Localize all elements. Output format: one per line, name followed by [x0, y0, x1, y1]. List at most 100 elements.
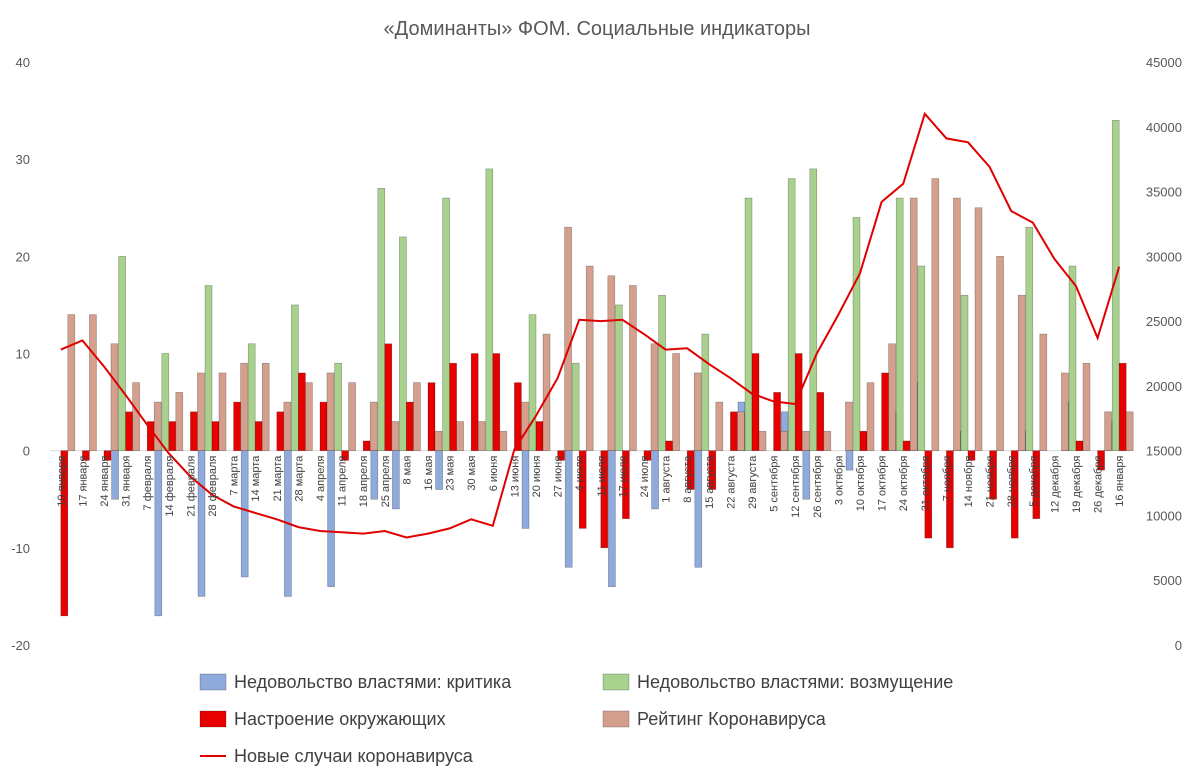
- bar-3-1: [60, 450, 69, 617]
- category-label: 26 сентября: [812, 456, 824, 518]
- category-label: 14 ноября: [963, 456, 975, 508]
- category-label: 28 ноября: [1006, 456, 1018, 508]
- bar-2-16: [377, 188, 386, 451]
- bar-3-40: [902, 440, 911, 451]
- bar-1-8: [197, 450, 206, 597]
- category-label: 7 ноября: [941, 456, 953, 502]
- legend-swatch: [199, 710, 227, 728]
- category-label: 17 октября: [877, 456, 889, 512]
- bar-3-15: [362, 440, 371, 451]
- category-label: 8 августа: [682, 455, 694, 503]
- bar-2-50: [1111, 120, 1120, 451]
- bar-3-26: [600, 450, 609, 549]
- bar-2-23: [528, 314, 537, 451]
- bar-4-50: [1125, 411, 1134, 451]
- category-label: 21 марта: [272, 455, 284, 502]
- bar-2-8: [204, 285, 213, 451]
- bar-4-31: [715, 401, 724, 451]
- line-series-cases: [60, 111, 1121, 539]
- category-label: 10 октября: [855, 456, 867, 512]
- bar-3-9: [233, 401, 241, 451]
- category-label: 28 февраля: [207, 456, 219, 517]
- bar-1-17: [392, 450, 400, 510]
- bar-4-22: [521, 401, 529, 451]
- bar-2-46: [1025, 226, 1034, 451]
- bar-3-6: [168, 421, 177, 451]
- bar-4-44: [996, 256, 1004, 451]
- bar-3-49: [1097, 450, 1105, 471]
- left-axis-tick-label: 10: [16, 347, 30, 362]
- category-label: 4 апреля: [315, 456, 327, 502]
- bar-4-36: [823, 430, 832, 451]
- bar-4-29: [672, 353, 680, 451]
- left-axis-tick-label: 40: [16, 55, 30, 70]
- bar-1-14: [327, 450, 335, 587]
- bar-3-11: [276, 411, 285, 451]
- legend-label: Настроение окружающих: [234, 709, 446, 729]
- bar-4-24: [564, 226, 572, 451]
- bar-4-39: [888, 343, 896, 451]
- bar-4-3: [110, 343, 119, 451]
- bar-2-40: [895, 197, 904, 451]
- bar-4-17: [413, 382, 421, 451]
- bar-2-27: [615, 304, 623, 451]
- category-label: 31 января: [121, 456, 133, 507]
- bar-3-18: [427, 382, 436, 451]
- category-label: 31 октября: [920, 456, 932, 512]
- bar-2-38: [852, 217, 861, 451]
- bar-3-31: [708, 450, 717, 490]
- category-label: 14 февраля: [164, 456, 176, 517]
- bar-4-20: [477, 421, 486, 451]
- category-label: 24 июля: [639, 456, 651, 498]
- bar-3-24: [557, 450, 565, 461]
- bar-2-21: [485, 168, 494, 451]
- bar-3-50: [1118, 362, 1127, 451]
- chart-title: «Доминанты» ФОМ. Социальные индикаторы: [384, 18, 811, 40]
- bar-4-41: [931, 178, 940, 451]
- right-axis-tick-label: 0: [1175, 638, 1182, 653]
- category-label: 17 июля: [617, 456, 629, 498]
- category-label: 16 января: [1114, 456, 1126, 507]
- category-label: 28 марта: [293, 455, 305, 502]
- left-axis-tick-label: 0: [23, 444, 30, 459]
- category-label: 6 июня: [488, 456, 500, 492]
- category-label: 24 октября: [898, 456, 910, 512]
- bar-4-14: [348, 382, 356, 451]
- bar-3-20: [470, 353, 479, 451]
- bar-3-17: [406, 401, 414, 451]
- category-label: 5 сентября: [769, 456, 781, 512]
- bar-3-7: [190, 411, 198, 451]
- bar-2-29: [658, 294, 666, 451]
- bar-3-12: [298, 372, 306, 451]
- bar-2-19: [442, 197, 450, 451]
- legend-swatch: [602, 673, 630, 691]
- bar-3-30: [686, 450, 695, 490]
- bar-4-28: [650, 343, 659, 451]
- bar-2-31: [701, 333, 710, 451]
- bar-1-27: [608, 450, 616, 587]
- bar-4-47: [1061, 372, 1069, 451]
- bar-1-31: [694, 450, 703, 568]
- bar-3-38: [859, 430, 868, 451]
- bar-3-27: [622, 450, 630, 519]
- bar-4-13: [326, 372, 335, 451]
- bar-4-34: [780, 430, 788, 451]
- legend-swatch: [199, 673, 227, 691]
- bar-1-19: [435, 450, 443, 490]
- category-label: 27 июня: [553, 456, 565, 498]
- category-label: 11 апреля: [337, 456, 349, 507]
- bar-3-23: [535, 421, 544, 451]
- bar-4-40: [909, 197, 918, 451]
- bar-3-41: [924, 450, 933, 539]
- category-label: 12 декабря: [1049, 456, 1061, 513]
- bar-1-36: [802, 450, 811, 500]
- legend-label: Новые случаи коронавируса: [234, 746, 474, 766]
- left-axis-tick-label: -10: [11, 541, 30, 556]
- bar-3-14: [341, 450, 349, 461]
- bar-1-10: [240, 450, 249, 578]
- right-axis-tick-label: 15000: [1146, 444, 1182, 459]
- category-label: 7 февраля: [142, 456, 154, 511]
- bar-3-44: [989, 450, 997, 500]
